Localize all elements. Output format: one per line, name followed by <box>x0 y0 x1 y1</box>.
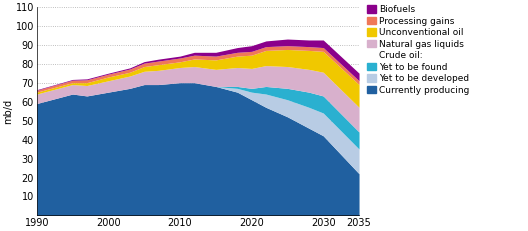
Y-axis label: mb/d: mb/d <box>3 99 13 124</box>
Legend: Biofuels, Processing gains, Unconventional oil, Natural gas liquids, Crude oil:,: Biofuels, Processing gains, Unconvention… <box>367 5 470 95</box>
